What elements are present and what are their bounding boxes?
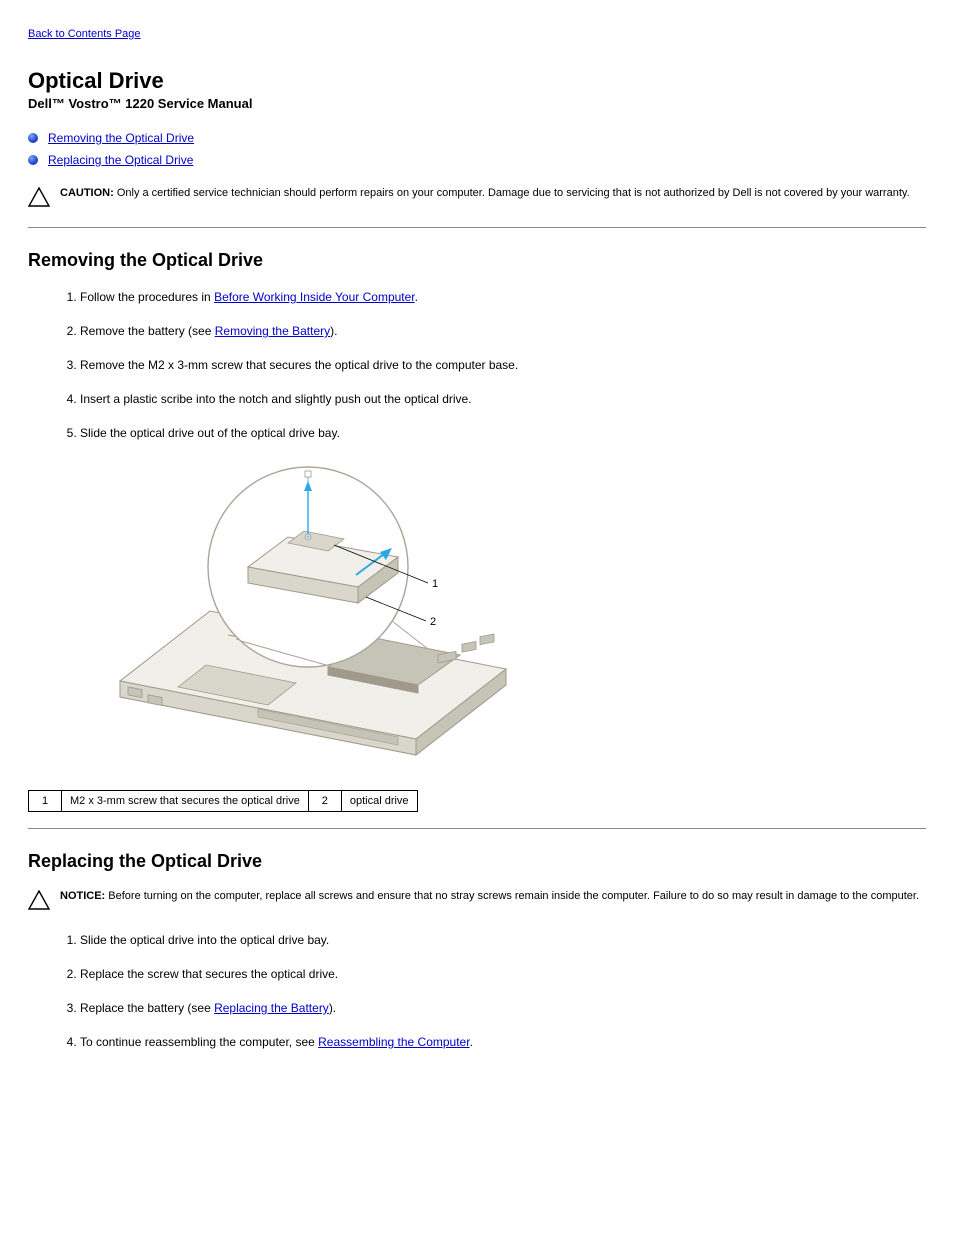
step-text: Slide the optical drive out of the optic… (80, 426, 340, 440)
legend-text: M2 x 3-mm screw that secures the optical… (62, 791, 309, 812)
caution-label: CAUTION: (60, 187, 114, 199)
step-link[interactable]: Replacing the Battery (214, 1001, 329, 1015)
step-text: ). (330, 324, 337, 338)
legend-num: 2 (308, 791, 341, 812)
step-item: Insert a plastic scribe into the notch a… (80, 389, 926, 409)
page: Back to Contents Page Optical Drive Dell… (0, 0, 954, 1235)
step-text: Remove the M2 x 3-mm screw that secures … (80, 358, 518, 372)
step-link[interactable]: Reassembling the Computer (318, 1035, 469, 1049)
notice-text: NOTICE: Before turning on the computer, … (60, 888, 919, 904)
list-item: Removing the Optical Drive (28, 127, 926, 149)
notice-body: Before turning on the computer, replace … (105, 890, 919, 902)
step-item: To continue reassembling the computer, s… (80, 1032, 926, 1052)
step-item: Replace the battery (see Replacing the B… (80, 998, 926, 1018)
step-item: Replace the screw that secures the optic… (80, 964, 926, 984)
divider (28, 828, 926, 829)
legend-text: optical drive (341, 791, 417, 812)
jump-link-replacing[interactable]: Replacing the Optical Drive (48, 153, 193, 167)
warning-icon (28, 890, 50, 910)
step-item: Follow the procedures in Before Working … (80, 287, 926, 307)
caution-block: CAUTION: Only a certified service techni… (28, 185, 926, 207)
step-item: Remove the M2 x 3-mm screw that secures … (80, 355, 926, 375)
book-title: Dell™ Vostro™ 1220 Service Manual (28, 96, 926, 111)
step-text: Insert a plastic scribe into the notch a… (80, 392, 472, 406)
caution-text: CAUTION: Only a certified service techni… (60, 185, 910, 201)
caution-body: Only a certified service technician shou… (114, 187, 910, 199)
step-text: . (415, 290, 418, 304)
jump-links-list: Removing the Optical Drive Replacing the… (28, 127, 926, 171)
legend-num: 1 (29, 791, 62, 812)
table-row: 1 M2 x 3-mm screw that secures the optic… (29, 791, 418, 812)
notice-label: NOTICE: (60, 890, 105, 902)
step-item: Slide the optical drive out of the optic… (80, 423, 926, 443)
subsection-title-removing: Removing the Optical Drive (28, 250, 926, 271)
notice-block: NOTICE: Before turning on the computer, … (28, 888, 926, 910)
jump-link-removing[interactable]: Removing the Optical Drive (48, 131, 194, 145)
step-text: Follow the procedures in (80, 290, 214, 304)
steps-removing: Follow the procedures in Before Working … (28, 287, 926, 443)
callout-2: 2 (430, 616, 436, 628)
magnifier (208, 467, 428, 667)
figure-legend-table: 1 M2 x 3-mm screw that secures the optic… (28, 790, 418, 812)
step-item: Remove the battery (see Removing the Bat… (80, 321, 926, 341)
warning-icon (28, 187, 50, 207)
step-text: ). (329, 1001, 336, 1015)
list-item: Replacing the Optical Drive (28, 149, 926, 171)
back-to-contents-link[interactable]: Back to Contents Page (28, 28, 141, 40)
divider (28, 227, 926, 228)
callout-1: 1 (432, 578, 438, 590)
step-link[interactable]: Before Working Inside Your Computer (214, 290, 415, 304)
step-text: Replace the screw that secures the optic… (80, 967, 338, 981)
step-item: Slide the optical drive into the optical… (80, 930, 926, 950)
step-text: Slide the optical drive into the optical… (80, 933, 329, 947)
subsection-title-replacing: Replacing the Optical Drive (28, 851, 926, 872)
steps-replacing: Slide the optical drive into the optical… (28, 930, 926, 1052)
page-title: Optical Drive (28, 68, 926, 94)
step-text: To continue reassembling the computer, s… (80, 1035, 318, 1049)
step-text: Replace the battery (see (80, 1001, 214, 1015)
step-text: Remove the battery (see (80, 324, 215, 338)
step-text: . (470, 1035, 473, 1049)
step-link[interactable]: Removing the Battery (215, 324, 330, 338)
figure-optical-drive: 1 2 (108, 457, 926, 782)
